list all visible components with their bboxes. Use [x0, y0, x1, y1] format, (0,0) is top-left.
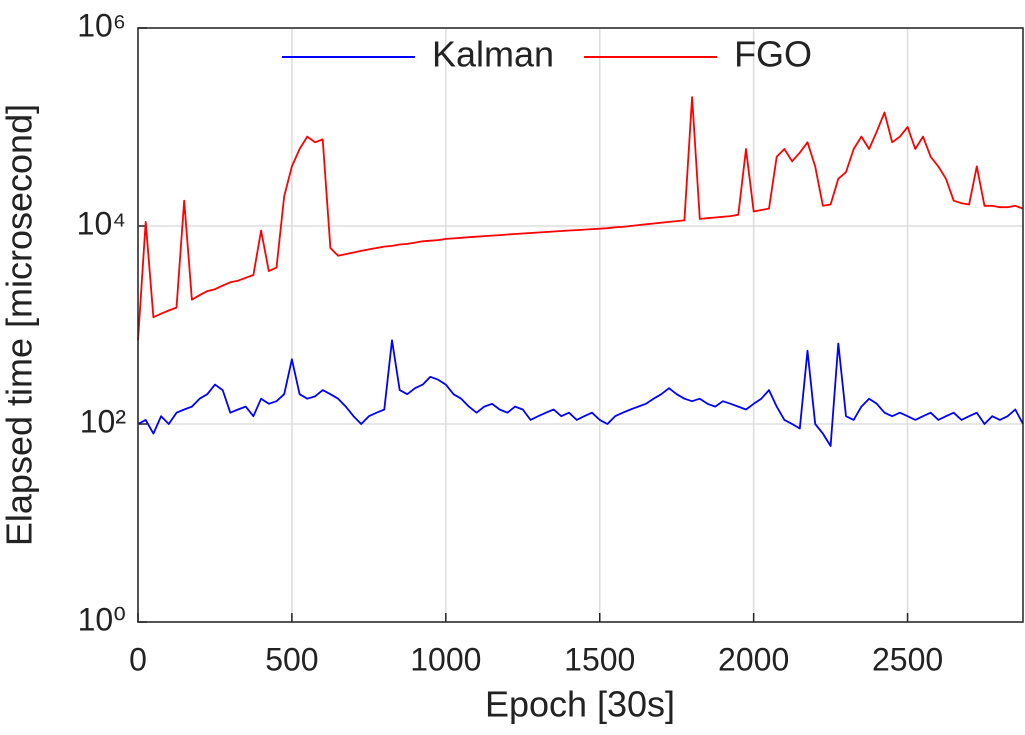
x-tick-label: 500	[265, 641, 318, 677]
legend-label: Kalman	[432, 34, 554, 75]
plot-area	[138, 28, 1023, 622]
y-tick-label: 10⁶	[77, 7, 126, 43]
y-axis-label: Elapsed time [microsecond]	[0, 104, 40, 546]
x-tick-label: 1000	[410, 641, 481, 677]
plot-frame	[137, 27, 1024, 623]
x-tick-label: 2000	[718, 641, 789, 677]
y-tick-label: 10⁰	[78, 601, 126, 637]
legend-label: FGO	[734, 34, 812, 75]
y-tick-label: 10²	[80, 403, 127, 439]
x-tick-label: 1500	[564, 641, 635, 677]
x-tick-label: 2500	[872, 641, 943, 677]
x-tick-label: 0	[129, 641, 147, 677]
y-tick-label: 10⁴	[77, 205, 126, 241]
x-axis-label: Epoch [30s]	[485, 684, 675, 725]
series-line	[137, 96, 1024, 341]
series-line	[137, 339, 1024, 447]
